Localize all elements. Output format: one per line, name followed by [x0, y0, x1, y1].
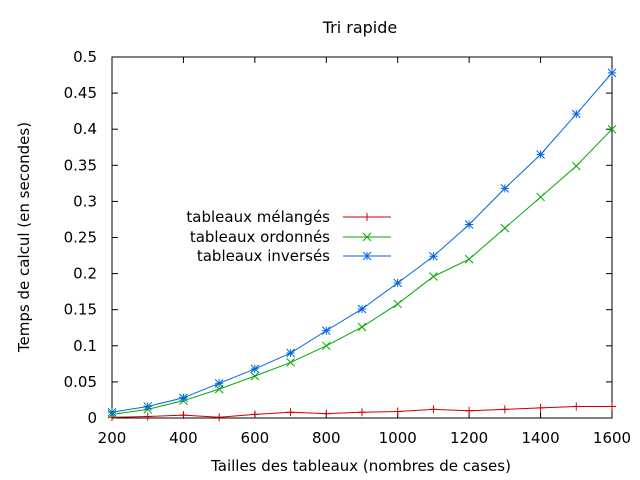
y-tick-label: 0.15	[64, 301, 97, 319]
data-point	[250, 371, 260, 381]
data-point	[464, 254, 474, 264]
x-tick-label: 1600	[593, 429, 631, 447]
y-tick-label: 0.3	[73, 192, 97, 210]
x-tick-label: 800	[312, 429, 341, 447]
data-point	[571, 161, 581, 171]
data-point	[215, 413, 224, 422]
legend-label: tableaux ordonnés	[190, 228, 330, 246]
data-point	[536, 403, 545, 412]
x-tick-label: 600	[241, 429, 270, 447]
data-point	[286, 358, 295, 367]
data-point	[393, 299, 403, 309]
y-axis-label: Temps de calcul (en secondes)	[15, 122, 33, 353]
data-point	[143, 412, 152, 421]
x-tick-label: 1400	[521, 429, 559, 447]
legend-label: tableaux mélangés	[186, 208, 330, 226]
series-line	[111, 128, 613, 415]
series-line	[111, 72, 613, 413]
x-tick-label: 1000	[379, 429, 417, 447]
data-point	[363, 213, 371, 221]
data-point	[362, 232, 372, 242]
data-point	[214, 378, 224, 388]
data-point	[571, 109, 581, 119]
y-tick-label: 0.2	[73, 265, 97, 283]
data-point	[362, 251, 372, 261]
data-point	[179, 393, 188, 403]
data-point	[500, 184, 510, 193]
data-point	[286, 348, 295, 358]
x-tick-label: 200	[98, 429, 127, 447]
x-tick-label: 1200	[450, 429, 488, 447]
data-point	[322, 409, 331, 418]
data-point	[607, 124, 617, 134]
data-point	[357, 322, 367, 332]
y-tick-label: 0	[87, 409, 97, 427]
data-point	[250, 410, 259, 419]
data-point	[464, 220, 474, 229]
y-tick-label: 0.4	[73, 120, 97, 138]
data-point	[429, 272, 438, 281]
data-point	[607, 68, 617, 78]
data-point	[572, 402, 581, 411]
data-point	[321, 341, 331, 351]
data-point	[536, 150, 545, 159]
data-point	[429, 405, 438, 414]
y-tick-label: 0.5	[73, 48, 97, 66]
data-point	[250, 364, 260, 374]
data-point	[107, 407, 117, 417]
data-point	[608, 402, 616, 411]
chart-title: Tri rapide	[322, 18, 398, 37]
x-tick-label: 400	[169, 429, 198, 447]
legend-label: tableaux inversés	[197, 247, 330, 265]
data-point	[536, 192, 545, 202]
data-point	[286, 408, 295, 417]
data-point	[393, 278, 403, 288]
data-point	[393, 407, 402, 416]
data-point	[465, 406, 474, 415]
y-tick-label: 0.45	[64, 84, 97, 102]
y-tick-label: 0.05	[64, 373, 97, 391]
data-point	[429, 251, 438, 261]
y-tick-label: 0.35	[64, 156, 97, 174]
y-tick-label: 0.1	[73, 337, 97, 355]
data-point	[500, 223, 510, 233]
data-point	[143, 402, 153, 411]
data-point	[321, 326, 331, 335]
data-point	[358, 408, 366, 417]
data-point	[500, 405, 509, 414]
data-point	[357, 304, 367, 314]
data-point	[179, 411, 188, 420]
y-tick-label: 0.25	[64, 229, 97, 247]
x-axis-label: Tailles des tableaux (nombres de cases)	[210, 457, 511, 475]
